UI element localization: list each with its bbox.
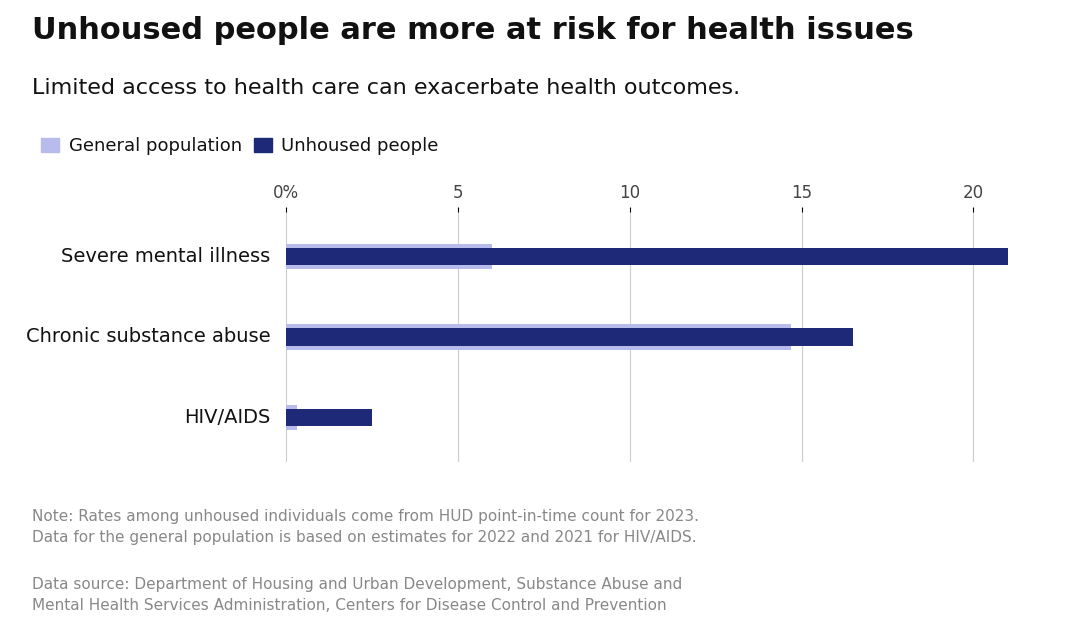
Bar <box>286 324 792 350</box>
Legend: General population, Unhoused people: General population, Unhoused people <box>41 137 438 155</box>
Text: Note: Rates among unhoused individuals come from HUD point-in-time count for 202: Note: Rates among unhoused individuals c… <box>32 509 700 545</box>
Bar <box>286 328 853 346</box>
Text: Limited access to health care can exacerbate health outcomes.: Limited access to health care can exacer… <box>32 78 741 98</box>
Text: Data source: Department of Housing and Urban Development, Substance Abuse and
Me: Data source: Department of Housing and U… <box>32 577 683 613</box>
Bar <box>286 404 297 431</box>
Bar <box>286 243 492 270</box>
Text: Unhoused people are more at risk for health issues: Unhoused people are more at risk for hea… <box>32 16 914 44</box>
Bar <box>286 248 1008 265</box>
Bar <box>286 409 373 426</box>
